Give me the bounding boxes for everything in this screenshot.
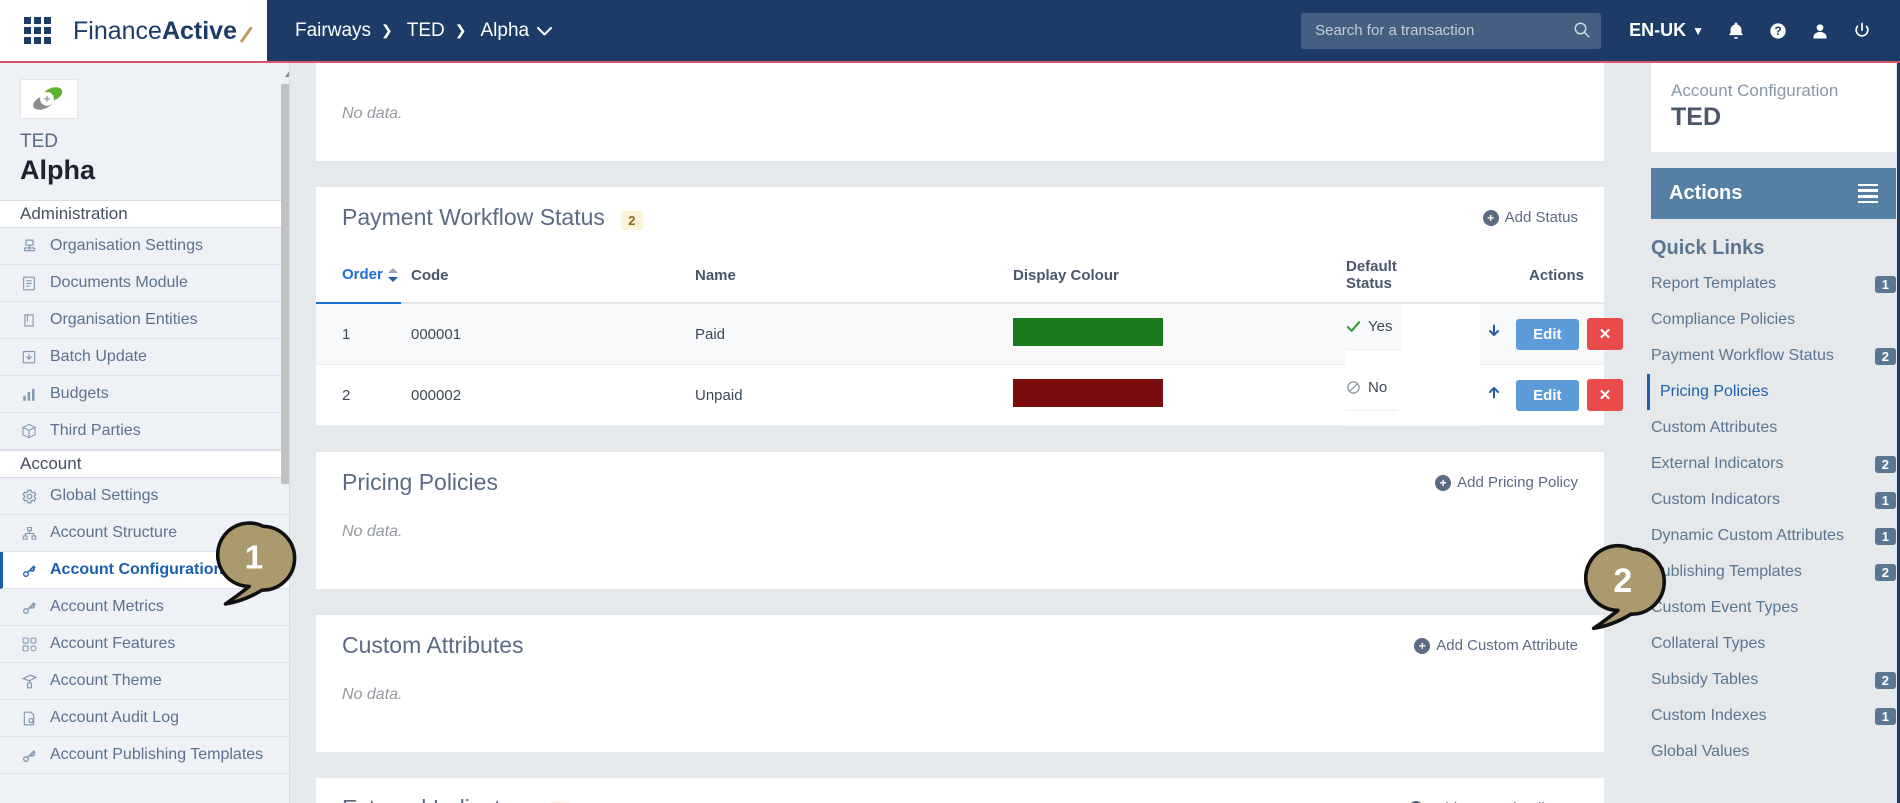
svg-text:1: 1 [245, 539, 264, 576]
svg-text:?: ? [1774, 25, 1781, 38]
svg-text:2: 2 [1613, 562, 1632, 600]
